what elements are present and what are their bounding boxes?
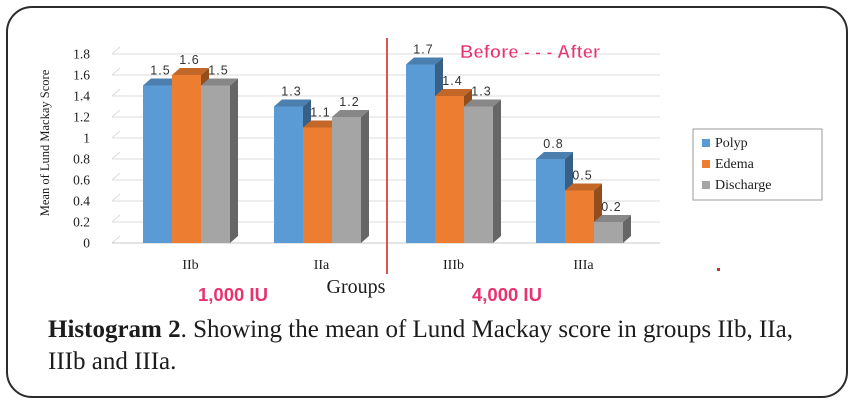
x-axis-label: Groups: [327, 276, 386, 298]
gridline-depth: [111, 67, 121, 76]
bar-face: [303, 127, 332, 243]
lund-mackay-chart: 00.20.40.60.811.21.41.61.8 1.51.61.51.31…: [38, 38, 823, 305]
gridline-depth: [111, 46, 121, 55]
bar-top: [143, 78, 180, 86]
x-category-label: IIa: [314, 258, 330, 273]
bar-side: [361, 110, 369, 243]
x-axis-categories: IIb IIa IIIb IIIa: [182, 258, 594, 273]
data-label: 1.5: [208, 64, 228, 78]
bar-face: [536, 159, 565, 243]
data-label: 1.6: [179, 53, 199, 67]
gridline-depth: [111, 214, 121, 223]
bar-top: [332, 110, 369, 117]
gridline-depth: [111, 88, 121, 97]
bar-top: [565, 183, 602, 191]
dose-4000-annotation: 4,000 IU: [472, 284, 542, 305]
data-label: 1.2: [339, 95, 359, 109]
x-category-label: IIIb: [443, 258, 464, 273]
y-tick-label: 1: [83, 131, 90, 146]
y-tick-label: 0.2: [73, 215, 90, 230]
y-tick-label: 0.8: [73, 152, 90, 167]
y-tick-label: 0.6: [73, 173, 90, 188]
bar-IIIb-discharge: 1.3: [464, 85, 501, 243]
bar-top: [172, 68, 209, 75]
bar-IIIa-discharge: 0.2: [594, 200, 631, 243]
y-tick-label: 1.6: [73, 68, 90, 83]
bar-side: [230, 78, 238, 243]
bar-top: [201, 78, 238, 86]
data-label: 1.3: [281, 85, 301, 99]
y-axis-label: Mean of Lund Mackay Score: [38, 69, 52, 216]
bar-top: [274, 99, 311, 107]
y-tick-label: 1.8: [73, 47, 90, 62]
y-tick-label: 0.4: [73, 194, 90, 209]
bar-face: [332, 117, 361, 243]
legend-label-edema: Edema: [715, 157, 755, 172]
bar-top: [594, 215, 631, 222]
bar-top: [435, 89, 472, 96]
bar-face: [143, 85, 172, 243]
bar-face: [406, 64, 435, 243]
y-tick-label: 0: [83, 236, 90, 251]
legend-swatch-edema: [702, 160, 710, 168]
bar-face: [565, 190, 594, 243]
legend-swatch-polyp: [702, 139, 710, 147]
legend-label-discharge: Discharge: [715, 178, 772, 193]
dose-1000-annotation: 1,000 IU: [198, 284, 268, 305]
caption-label: Histogram 2: [48, 316, 181, 343]
data-label: 1.7: [413, 43, 433, 57]
bar-side: [493, 99, 501, 243]
gridline-depth: [111, 172, 121, 181]
data-label: 1.5: [150, 64, 170, 78]
bar-top: [303, 120, 340, 128]
bar-face: [274, 106, 303, 243]
bars: 1.5 1.6 1.5 1.3 1.1 1.2 1.7 1.4 1.3 0.8 0.5 0.2: [143, 43, 631, 243]
data-label: 0.8: [543, 137, 563, 151]
gridline-depth: [111, 193, 121, 202]
bar-face: [201, 85, 230, 243]
before-after-annotation: Before - - - After: [460, 41, 600, 62]
legend-box: [692, 128, 823, 201]
bar-top: [464, 99, 501, 107]
bar-face: [435, 96, 464, 243]
bar-top: [536, 152, 573, 159]
figure-caption: Histogram 2. Showing the mean of Lund Ma…: [48, 314, 808, 378]
gridline-depth: [111, 109, 121, 118]
y-tick-label: 1.4: [73, 89, 90, 104]
bar-face: [464, 106, 493, 243]
data-label: 1.1: [310, 106, 330, 120]
gridline-depth: [111, 151, 121, 160]
bar-face: [594, 222, 623, 243]
gridline-depth: [111, 235, 121, 244]
legend-label-polyp: Polyp: [715, 136, 748, 151]
x-category-label: IIIa: [573, 258, 594, 273]
legend: Polyp Edema Discharge: [692, 128, 823, 201]
legend-swatch-discharge: [702, 181, 710, 189]
caption-text: . Showing the mean of Lund Mackay score …: [48, 316, 793, 375]
bar-top: [406, 57, 443, 65]
bar-IIb-discharge: 1.5: [201, 64, 238, 243]
x-category-label: IIb: [182, 258, 198, 273]
stray-red-mark: [717, 268, 720, 271]
y-tick-label: 1.2: [73, 110, 90, 125]
y-axis-ticks: 0 0.2 0.4 0.6 0.8 1 1.2 1.4 1.6 1.8: [73, 47, 90, 251]
bar-IIa-discharge: 1.2: [332, 95, 369, 243]
bar-side: [623, 215, 631, 243]
data-label: 1.3: [471, 85, 491, 99]
data-label: 0.2: [601, 200, 621, 214]
bar-face: [172, 75, 201, 243]
data-label: 0.5: [572, 169, 592, 183]
data-label: 1.4: [442, 74, 462, 88]
gridline-depth: [111, 130, 121, 139]
